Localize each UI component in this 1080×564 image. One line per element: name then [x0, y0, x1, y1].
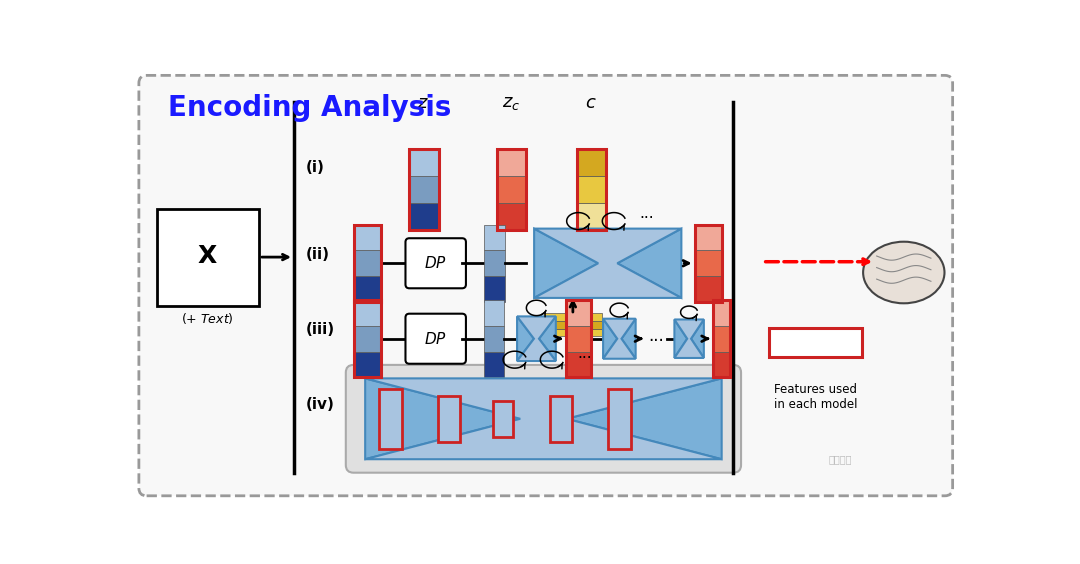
Bar — [544, 314, 603, 321]
Polygon shape — [517, 316, 556, 361]
FancyBboxPatch shape — [346, 365, 741, 473]
Bar — [577, 149, 606, 176]
Bar — [497, 149, 526, 230]
Text: ...: ... — [639, 206, 653, 222]
Polygon shape — [535, 228, 598, 298]
Polygon shape — [567, 378, 721, 459]
Text: (iii): (iii) — [306, 322, 335, 337]
Bar — [694, 276, 723, 302]
Polygon shape — [621, 319, 636, 359]
Text: ...: ... — [577, 346, 592, 361]
Bar — [566, 300, 592, 377]
Text: Features used
in each model: Features used in each model — [773, 382, 858, 411]
Text: ...: ... — [648, 327, 664, 345]
Bar — [566, 300, 592, 326]
Bar — [608, 389, 631, 449]
Bar — [713, 351, 730, 377]
Text: (ii): (ii) — [306, 246, 329, 262]
Polygon shape — [603, 319, 618, 359]
Bar — [409, 149, 438, 176]
Bar — [353, 225, 381, 250]
Polygon shape — [539, 316, 556, 361]
Bar — [353, 250, 381, 276]
Text: $\it{DP}$: $\it{DP}$ — [424, 331, 447, 347]
Bar — [438, 396, 460, 442]
Bar — [409, 203, 438, 230]
Bar — [577, 203, 606, 230]
Bar — [157, 209, 259, 306]
Bar — [497, 149, 526, 176]
Bar — [694, 225, 723, 250]
Bar — [694, 250, 723, 276]
Bar — [484, 250, 505, 276]
Bar — [353, 300, 381, 377]
Ellipse shape — [863, 242, 945, 303]
Bar — [494, 401, 513, 437]
Bar — [577, 177, 606, 203]
Polygon shape — [517, 316, 534, 361]
FancyBboxPatch shape — [139, 76, 953, 496]
Text: $\it{DP}$: $\it{DP}$ — [424, 255, 447, 271]
Bar — [544, 329, 603, 336]
Text: (+ $\it{Text}$): (+ $\it{Text}$) — [181, 311, 234, 326]
Polygon shape — [603, 319, 636, 359]
Bar — [544, 321, 603, 329]
Bar — [409, 149, 438, 230]
Bar — [713, 326, 730, 351]
Bar — [353, 225, 381, 302]
Text: $c$: $c$ — [585, 94, 596, 112]
Bar — [484, 276, 505, 302]
Bar — [769, 328, 862, 357]
Bar — [497, 203, 526, 230]
Bar — [409, 177, 438, 203]
Polygon shape — [691, 319, 704, 358]
Bar — [566, 351, 592, 377]
Polygon shape — [365, 378, 521, 459]
Text: $\mathbf{X}$: $\mathbf{X}$ — [198, 244, 218, 267]
FancyBboxPatch shape — [405, 314, 465, 364]
Bar — [694, 225, 723, 302]
Text: (i): (i) — [306, 160, 324, 174]
Text: 新智元网: 新智元网 — [828, 455, 852, 465]
Text: Encoding Analysis: Encoding Analysis — [167, 94, 451, 122]
Bar — [577, 149, 606, 230]
Bar — [353, 326, 381, 351]
Bar — [713, 300, 730, 377]
Polygon shape — [618, 228, 681, 298]
Polygon shape — [535, 228, 681, 298]
Text: $z_c$: $z_c$ — [502, 94, 519, 112]
Text: (iv): (iv) — [306, 398, 335, 412]
Bar — [551, 396, 572, 442]
Bar — [484, 351, 504, 377]
Bar — [484, 225, 505, 250]
Bar — [379, 389, 403, 449]
Bar — [353, 276, 381, 302]
Bar — [566, 326, 592, 351]
FancyBboxPatch shape — [405, 238, 465, 288]
Polygon shape — [674, 319, 704, 358]
Bar — [484, 300, 504, 326]
Bar — [497, 177, 526, 203]
Polygon shape — [674, 319, 687, 358]
Bar — [713, 300, 730, 326]
Bar — [353, 351, 381, 377]
Polygon shape — [365, 378, 721, 459]
Bar — [353, 300, 381, 326]
Bar — [484, 326, 504, 351]
Text: $z$: $z$ — [417, 94, 429, 112]
